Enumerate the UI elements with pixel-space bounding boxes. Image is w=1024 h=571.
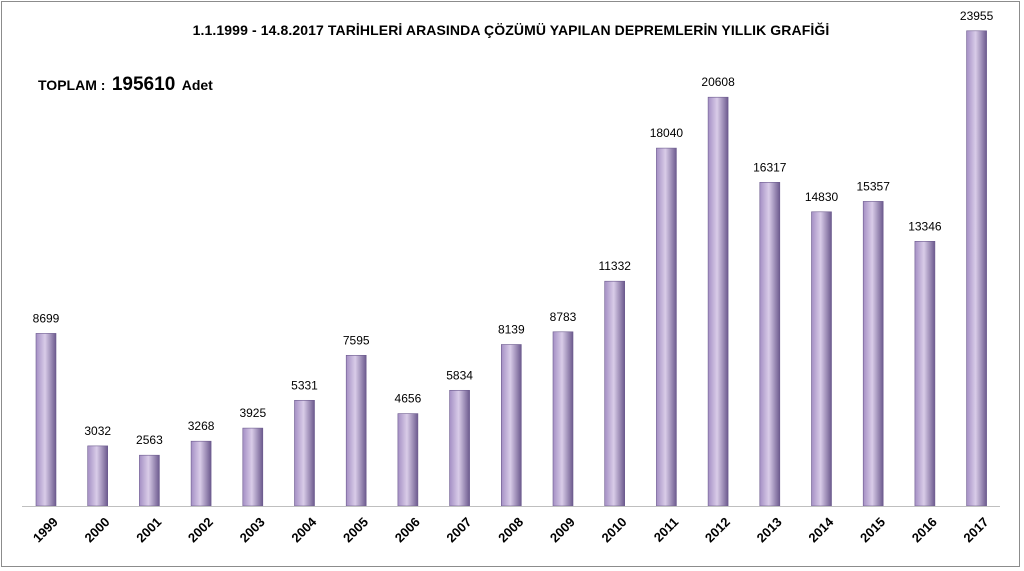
value-label-2014: 14830 [805,190,839,204]
value-label-2001: 2563 [136,433,163,447]
category-label-2004: 2004 [288,514,320,546]
total-label: TOPLAM : [38,77,106,93]
value-label-2015: 15357 [857,179,891,193]
total-summary: TOPLAM : 195610 Adet [38,74,213,96]
value-label-2012: 20608 [701,75,735,89]
bars-group [35,30,987,507]
category-label-2017: 2017 [960,514,991,545]
bar-2012 [707,96,729,507]
value-label-2003: 3925 [239,406,266,420]
value-label-2009: 8783 [550,310,577,324]
bar-2005 [345,354,367,507]
category-label-2007: 2007 [443,514,474,545]
value-label-2004: 5331 [291,378,318,392]
value-label-2002: 3268 [188,419,215,433]
category-label-2001: 2001 [133,514,164,545]
category-label-2006: 2006 [392,514,423,545]
bar-2010 [604,280,626,507]
category-label-2000: 2000 [82,514,113,545]
value-label-1999: 8699 [33,311,60,325]
category-label-2013: 2013 [754,514,785,545]
total-unit: Adet [181,77,213,93]
value-label-2016: 13346 [908,219,942,233]
value-label-2017: 23955 [960,9,994,23]
value-label-2010: 11332 [598,259,631,273]
bar-2014 [811,211,832,507]
bar-2008 [500,344,522,507]
bar-2006 [397,413,419,507]
category-label-2014: 2014 [805,514,837,546]
category-label-2003: 2003 [237,514,268,545]
category-label-2016: 2016 [909,514,940,545]
value-label-2007: 5834 [446,368,473,382]
bar-2011 [656,147,677,507]
category-label-2008: 2008 [495,514,526,545]
value-label-2008: 8139 [498,323,525,337]
value-labels: 8699 3032 2563 3268 3925 5331 7595 4656 5834 8139… [33,9,994,447]
chart-title: 1.1.1999 - 14.8.2017 TARİHLERİ ARASINDA … [192,22,830,38]
bar-2009 [552,331,574,507]
bar-2007 [449,389,470,507]
bar-2017 [966,30,987,507]
category-label-2009: 2009 [547,514,578,545]
bar-2003 [242,427,264,507]
bar-2016 [914,241,936,507]
bar-2013 [759,182,781,507]
bar-2004 [294,399,315,507]
bar-2001 [139,454,160,507]
category-label-2010: 2010 [599,514,630,545]
category-label-1999: 1999 [30,514,61,545]
bar-2015 [862,201,884,507]
bar-2000 [87,445,108,507]
bar-2002 [190,440,212,507]
category-label-2012: 2012 [702,514,733,545]
category-label-2005: 2005 [340,514,371,545]
category-labels: 1999 2000 2001 2002 2003 2004 2005 2006 2007 2008… [30,514,992,546]
bar-1999 [35,333,57,507]
value-label-2005: 7595 [343,333,370,347]
value-label-2013: 16317 [753,160,787,174]
category-label-2002: 2002 [185,514,216,545]
category-label-2011: 2011 [651,514,682,545]
value-label-2011: 18040 [650,126,684,140]
category-label-2015: 2015 [857,514,888,545]
value-label-2000: 3032 [84,424,111,438]
total-value: 195610 [111,74,176,95]
value-label-2006: 4656 [395,392,422,406]
